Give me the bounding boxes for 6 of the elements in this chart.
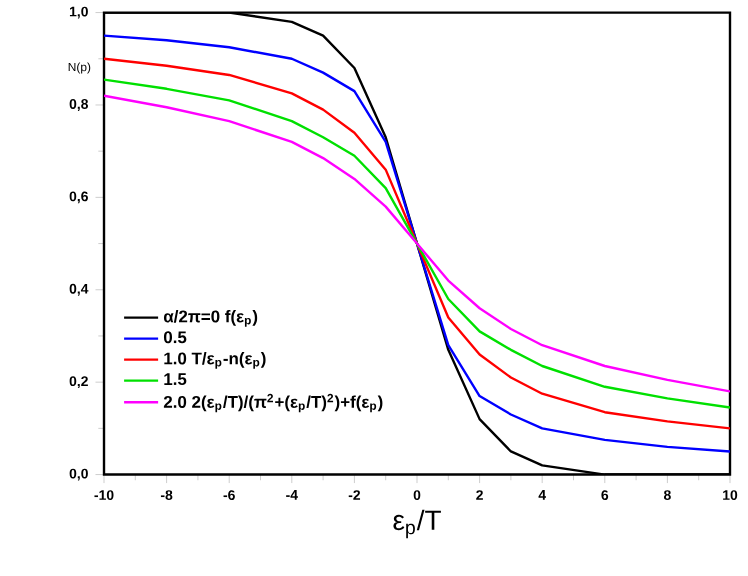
x-axis-title: ε$_{p}$/T [393,509,441,538]
text: 2.0 2(ε$_{p}$/T)/(π$^{2}$+(ε$_{p}$/T)$^{2}$)+f(ε$_{p}$) [163,393,383,412]
legend-label: α/2π=0 f(ε$_{p}$) [163,309,258,327]
legend-label: 0.5 [163,330,187,343]
legend-label: 1.5 [164,372,187,385]
legend-label: 1.0 T/ε$_{p}$-n(ε$_{p}$) [164,351,266,369]
